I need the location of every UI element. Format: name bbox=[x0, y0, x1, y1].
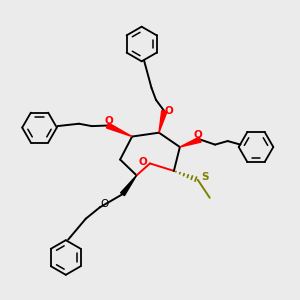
Polygon shape bbox=[121, 176, 136, 196]
Polygon shape bbox=[106, 123, 132, 136]
Text: O: O bbox=[105, 116, 113, 126]
Text: O: O bbox=[100, 199, 108, 209]
Text: O: O bbox=[138, 157, 147, 167]
Text: S: S bbox=[201, 172, 209, 182]
Polygon shape bbox=[180, 137, 201, 147]
Text: O: O bbox=[194, 130, 202, 140]
Polygon shape bbox=[159, 110, 167, 133]
Text: O: O bbox=[164, 106, 173, 116]
